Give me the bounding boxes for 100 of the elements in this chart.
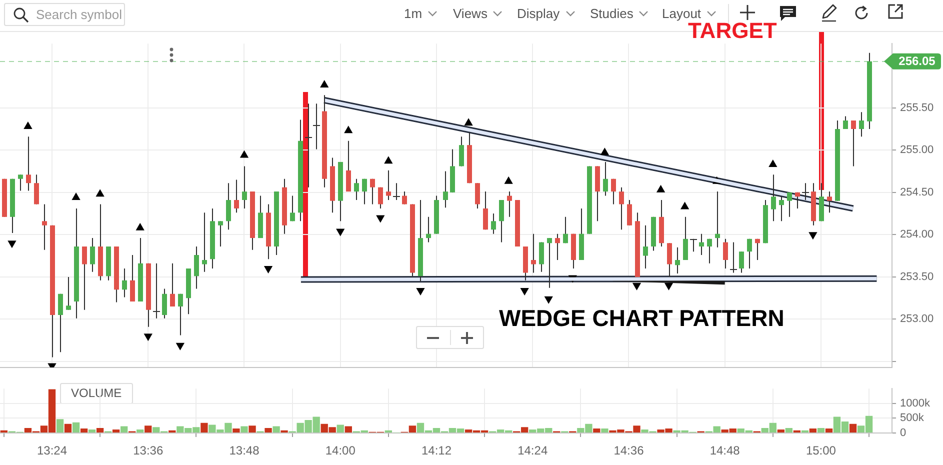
bar bbox=[64, 424, 72, 432]
bar bbox=[777, 429, 785, 432]
x-tick-label: 14:24 bbox=[518, 444, 548, 458]
candlestick bbox=[66, 276, 71, 310]
x-tick-label: 14:12 bbox=[421, 444, 452, 458]
candlestick bbox=[483, 191, 488, 230]
bar bbox=[80, 428, 88, 432]
y-tick-label: 255.50 bbox=[900, 102, 934, 114]
candlestick bbox=[194, 246, 199, 290]
candlestick bbox=[402, 191, 407, 205]
ref-line-label: 256.05 bbox=[898, 54, 936, 68]
candlestick bbox=[242, 166, 247, 209]
candlestick bbox=[42, 204, 47, 250]
bar bbox=[264, 428, 272, 432]
x-tick-label: 13:48 bbox=[229, 444, 260, 458]
candlestick bbox=[859, 112, 864, 138]
bar bbox=[232, 428, 240, 432]
point bbox=[72, 192, 80, 200]
y-tick-label: 254.00 bbox=[900, 228, 934, 241]
candlestick bbox=[603, 161, 608, 196]
candlestick bbox=[58, 293, 63, 353]
text: 1m bbox=[404, 5, 422, 23]
text: Display bbox=[517, 5, 560, 23]
candlestick bbox=[531, 233, 536, 274]
candlestick bbox=[795, 192, 800, 209]
point bbox=[8, 240, 16, 248]
point bbox=[240, 150, 249, 158]
bar bbox=[825, 428, 833, 432]
point bbox=[600, 148, 610, 156]
bar bbox=[136, 429, 144, 432]
bar bbox=[336, 424, 344, 432]
candlestick bbox=[547, 238, 552, 288]
point bbox=[680, 202, 690, 210]
point bbox=[96, 189, 104, 197]
candlestick bbox=[218, 220, 223, 248]
candlestick bbox=[370, 178, 375, 205]
candlestick bbox=[202, 212, 207, 272]
candlestick bbox=[170, 262, 175, 308]
x-tick-label: 13:36 bbox=[133, 444, 164, 458]
point bbox=[336, 228, 345, 236]
candlestick bbox=[675, 246, 680, 274]
candlestick bbox=[226, 182, 231, 230]
candlestick bbox=[739, 251, 744, 274]
point bbox=[768, 159, 778, 167]
candlestick bbox=[386, 170, 391, 201]
point bbox=[144, 334, 152, 342]
candlestick bbox=[122, 268, 127, 298]
candlestick bbox=[234, 179, 239, 214]
point bbox=[264, 266, 273, 274]
y-tick-label: 1000k bbox=[900, 397, 930, 410]
bar bbox=[96, 428, 104, 432]
bar bbox=[849, 424, 857, 432]
x-tick-label: 14:00 bbox=[325, 444, 356, 458]
candlestick bbox=[563, 216, 568, 244]
candlestick bbox=[755, 238, 760, 261]
candlestick bbox=[362, 178, 367, 205]
candlestick bbox=[507, 191, 512, 218]
bar bbox=[240, 426, 248, 432]
point bbox=[384, 156, 393, 164]
bar bbox=[72, 422, 80, 432]
bar bbox=[272, 426, 280, 432]
point bbox=[416, 288, 425, 296]
point bbox=[176, 342, 185, 350]
candlestick bbox=[787, 192, 792, 218]
point bbox=[320, 80, 329, 88]
bar bbox=[809, 428, 817, 432]
text: Views bbox=[453, 5, 488, 23]
bar bbox=[601, 428, 608, 432]
point bbox=[632, 282, 642, 290]
text: Studies bbox=[590, 5, 634, 23]
bar bbox=[344, 426, 352, 432]
candlestick bbox=[779, 196, 784, 222]
y-tick-label: 0 bbox=[900, 427, 906, 440]
point bbox=[504, 176, 513, 184]
bar bbox=[200, 422, 208, 432]
candlestick bbox=[18, 174, 23, 192]
y-tick-label: 253.00 bbox=[900, 313, 934, 326]
candlestick bbox=[346, 140, 351, 192]
candlestick bbox=[82, 246, 87, 310]
annotation: WEDGE CHART PATTERN bbox=[499, 305, 784, 331]
bar bbox=[120, 426, 128, 432]
candlestick bbox=[130, 254, 135, 302]
bar bbox=[785, 428, 792, 432]
candlestick bbox=[354, 178, 359, 201]
point bbox=[520, 288, 529, 296]
point bbox=[464, 118, 473, 126]
candlestick bbox=[459, 136, 464, 167]
y-tick-label: 253.50 bbox=[900, 270, 934, 283]
candlestick bbox=[851, 120, 856, 167]
candlestick bbox=[699, 233, 704, 256]
point bbox=[808, 232, 818, 240]
candlestick bbox=[627, 200, 632, 226]
point bbox=[136, 222, 144, 230]
candlestick bbox=[643, 224, 648, 269]
point bbox=[376, 215, 385, 223]
y-tick-label: 500k bbox=[900, 412, 924, 424]
candlestick bbox=[290, 195, 295, 222]
candlestick bbox=[683, 216, 688, 261]
candlestick bbox=[443, 170, 448, 208]
bar bbox=[88, 429, 96, 432]
